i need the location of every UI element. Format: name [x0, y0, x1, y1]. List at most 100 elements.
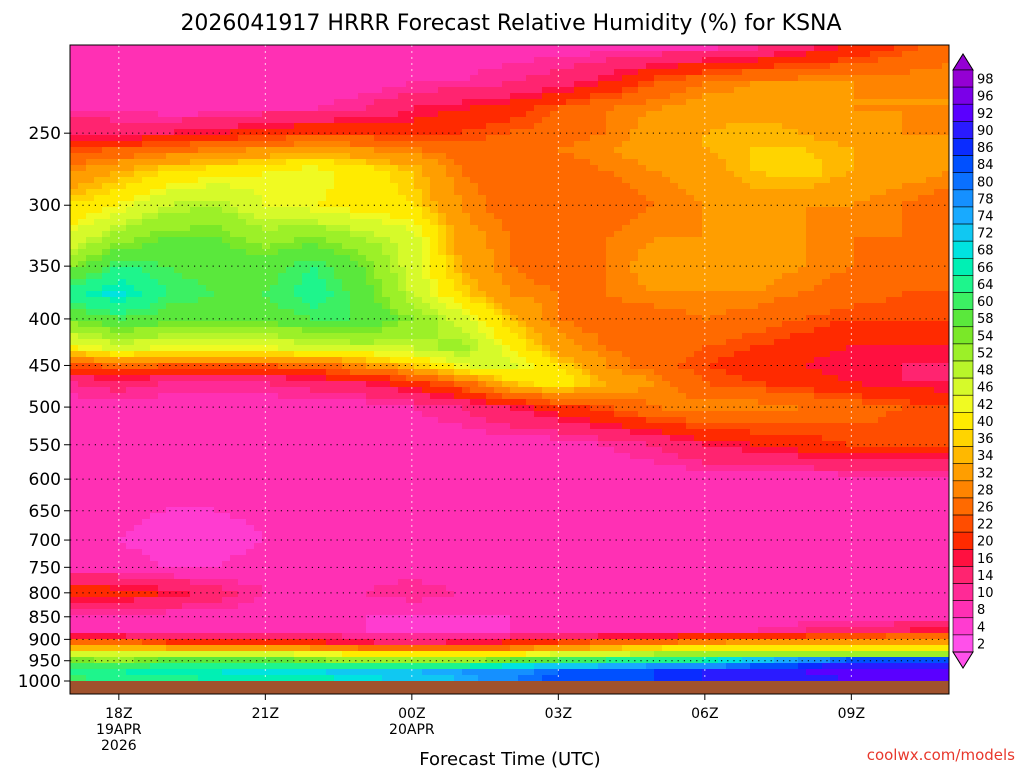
heatmap-cell [174, 279, 183, 286]
heatmap-cell [238, 87, 247, 94]
heatmap-cell [942, 159, 949, 166]
heatmap-cell [646, 153, 655, 160]
heatmap-cell [518, 129, 527, 136]
heatmap-cell [918, 99, 927, 106]
heatmap-cell [126, 57, 135, 64]
heatmap-cell [686, 243, 695, 250]
heatmap-cell [270, 201, 279, 208]
heatmap-cell [206, 267, 215, 274]
heatmap-cell [638, 189, 647, 196]
heatmap-cell [878, 219, 887, 226]
heatmap-cell [798, 213, 807, 220]
heatmap-cell [630, 69, 639, 76]
heatmap-cell [438, 153, 447, 160]
heatmap-cell [758, 213, 767, 220]
heatmap-cell [326, 129, 335, 136]
heatmap-cell [110, 141, 119, 148]
heatmap-cell [238, 171, 247, 178]
heatmap-cell [310, 57, 319, 64]
heatmap-cell [486, 249, 495, 256]
heatmap-cell [270, 117, 279, 124]
heatmap-cell [814, 207, 823, 214]
heatmap-cell [638, 69, 647, 76]
heatmap-cell [918, 69, 927, 76]
heatmap-cell [518, 201, 527, 208]
heatmap-cell [574, 63, 583, 70]
heatmap-cell [622, 81, 631, 88]
heatmap-cell [718, 183, 727, 190]
heatmap-cell [422, 255, 431, 262]
heatmap-cell [366, 303, 375, 310]
heatmap-cell [118, 99, 127, 106]
heatmap-cell [678, 255, 687, 262]
heatmap-cell [926, 69, 935, 76]
heatmap-cell [422, 225, 431, 232]
heatmap-cell [526, 273, 535, 280]
heatmap-cell [550, 117, 559, 124]
heatmap-cell [126, 117, 135, 124]
heatmap-cell [630, 75, 639, 82]
heatmap-cell [918, 267, 927, 274]
heatmap-cell [790, 105, 799, 112]
heatmap-cell [430, 51, 439, 58]
heatmap-cell [782, 165, 791, 172]
heatmap-cell [302, 219, 311, 226]
heatmap-cell [118, 207, 127, 214]
heatmap-cell [790, 177, 799, 184]
heatmap-cell [198, 129, 207, 136]
heatmap-cell [758, 57, 767, 64]
heatmap-cell [238, 147, 247, 154]
heatmap-cell [798, 99, 807, 106]
heatmap-cell [934, 297, 943, 304]
heatmap-cell [662, 207, 671, 214]
heatmap-cell [926, 75, 935, 82]
heatmap-cell [70, 153, 79, 160]
heatmap-cell [390, 243, 399, 250]
heatmap-cell [534, 129, 543, 136]
heatmap-cell [230, 99, 239, 106]
heatmap-cell [750, 129, 759, 136]
heatmap-cell [134, 243, 143, 250]
heatmap-cell [622, 171, 631, 178]
heatmap-cell [542, 171, 551, 178]
heatmap-cell [262, 69, 271, 76]
heatmap-cell [926, 177, 935, 184]
heatmap-cell [670, 75, 679, 82]
heatmap-cell [798, 147, 807, 154]
heatmap-cell [446, 225, 455, 232]
heatmap-cell [414, 111, 423, 118]
heatmap-cell [574, 171, 583, 178]
heatmap-cell [630, 159, 639, 166]
heatmap-cell [382, 45, 391, 52]
heatmap-cell [934, 189, 943, 196]
heatmap-cell [694, 243, 703, 250]
heatmap-cell [590, 159, 599, 166]
heatmap-cell [646, 189, 655, 196]
heatmap-cell [838, 207, 847, 214]
heatmap-cell [878, 255, 887, 262]
heatmap-cell [422, 309, 431, 316]
heatmap-cell [614, 105, 623, 112]
heatmap-cell [766, 207, 775, 214]
heatmap-cell [150, 105, 159, 112]
heatmap-cell [318, 177, 327, 184]
heatmap-cell [310, 135, 319, 142]
heatmap-cell [782, 81, 791, 88]
heatmap-cell [806, 177, 815, 184]
heatmap-cell [150, 75, 159, 82]
heatmap-cell [686, 231, 695, 238]
heatmap-cell [670, 153, 679, 160]
heatmap-cell [926, 147, 935, 154]
heatmap-cell [894, 231, 903, 238]
heatmap-cell [126, 267, 135, 274]
heatmap-cell [670, 231, 679, 238]
heatmap-cell [854, 105, 863, 112]
heatmap-cell [582, 183, 591, 190]
heatmap-cell [606, 231, 615, 238]
heatmap-cell [286, 111, 295, 118]
heatmap-cell [126, 183, 135, 190]
heatmap-cell [878, 93, 887, 100]
heatmap-cell [150, 129, 159, 136]
heatmap-cell [166, 237, 175, 244]
heatmap-cell [390, 279, 399, 286]
